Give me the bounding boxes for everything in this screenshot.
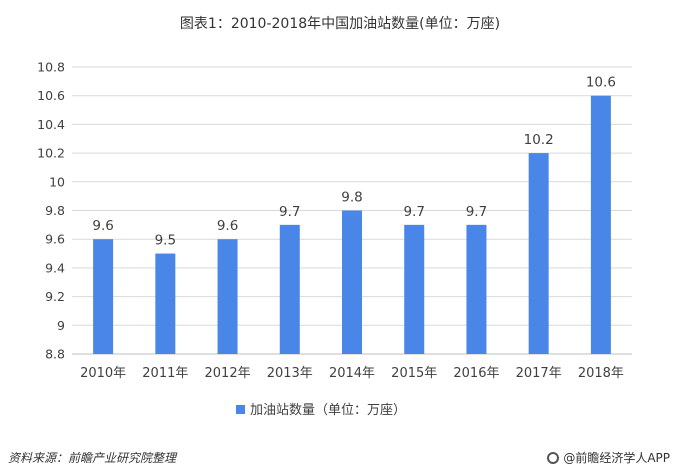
x-tick-label: 2014年 bbox=[329, 366, 375, 381]
bars: 9.6 9.5 9.6 9.7 9.8 9.7 9.7 10.2 10.6 bbox=[92, 75, 616, 354]
data-label: 9.7 bbox=[466, 204, 487, 220]
source-note: 资料来源：前瞻产业研究院整理 bbox=[8, 451, 177, 465]
legend: 加油站数量（单位：万座） bbox=[236, 403, 406, 418]
x-tick-label: 2013年 bbox=[267, 366, 313, 381]
bar bbox=[342, 210, 362, 354]
bar bbox=[404, 224, 425, 354]
data-label: 9.7 bbox=[403, 204, 424, 220]
chart-title: 图表1：2010-2018年中国加油站数量(单位：万座) bbox=[180, 16, 500, 32]
data-label: 10.2 bbox=[524, 132, 554, 148]
data-label: 9.6 bbox=[92, 218, 113, 234]
x-tick-label: 2016年 bbox=[453, 366, 499, 381]
bar bbox=[217, 239, 238, 354]
brand-logo-icon bbox=[547, 451, 560, 464]
y-axis: 8.8 9 9.2 9.4 9.6 9.8 10 10.2 10.4 10.6 10.8 bbox=[37, 60, 65, 362]
legend-swatch bbox=[236, 405, 245, 414]
y-tick-label: 10.2 bbox=[37, 146, 65, 161]
y-tick-label: 9.6 bbox=[45, 232, 65, 247]
brand-credit: @前瞻经济学人APP bbox=[547, 449, 670, 466]
bar bbox=[466, 224, 487, 354]
x-tick-label: 2010年 bbox=[80, 366, 126, 381]
bar bbox=[528, 153, 549, 354]
y-tick-label: 10.4 bbox=[37, 117, 65, 132]
data-label: 9.8 bbox=[341, 190, 362, 206]
y-tick-label: 8.8 bbox=[45, 347, 65, 362]
bar bbox=[93, 239, 114, 354]
bar bbox=[279, 224, 300, 354]
data-label: 9.5 bbox=[155, 233, 176, 249]
bar bbox=[590, 95, 611, 354]
x-tick-label: 2018年 bbox=[578, 366, 624, 381]
x-tick-label: 2012年 bbox=[205, 366, 251, 381]
y-tick-label: 10.8 bbox=[37, 60, 65, 75]
data-label: 9.6 bbox=[217, 218, 238, 234]
bar bbox=[155, 253, 176, 354]
y-tick-label: 10 bbox=[49, 174, 65, 189]
y-tick-label: 9.8 bbox=[45, 203, 65, 218]
legend-label: 加油站数量（单位：万座） bbox=[250, 403, 406, 418]
data-label: 9.7 bbox=[279, 204, 300, 220]
y-tick-label: 9.4 bbox=[45, 260, 65, 275]
x-axis: 2010年 2011年 2012年 2013年 2014年 2015年 2016年 2017年… bbox=[80, 366, 624, 381]
y-tick-label: 9 bbox=[57, 318, 65, 333]
x-tick-label: 2015年 bbox=[391, 366, 437, 381]
x-tick-label: 2017年 bbox=[516, 366, 562, 381]
y-tick-label: 10.6 bbox=[37, 88, 65, 103]
x-tick-label: 2011年 bbox=[142, 366, 188, 381]
data-label: 10.6 bbox=[586, 75, 616, 91]
brand-text: @前瞻经济学人APP bbox=[563, 451, 670, 465]
y-tick-label: 9.2 bbox=[45, 289, 65, 304]
